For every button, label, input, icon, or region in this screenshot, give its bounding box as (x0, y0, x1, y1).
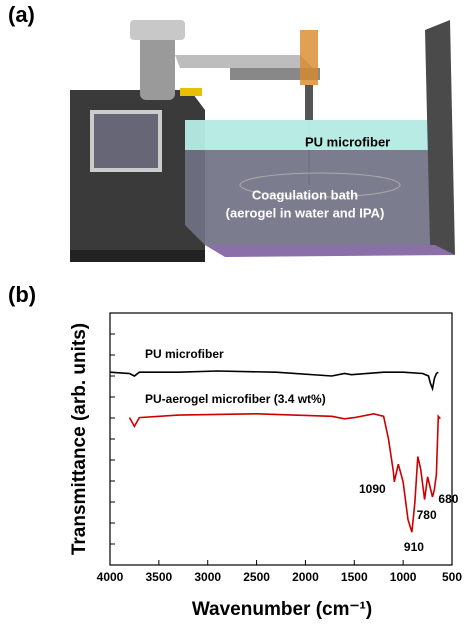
x-tick-label: 3500 (146, 570, 173, 584)
panel-label: (b) (8, 282, 36, 307)
peak-label: 780 (417, 508, 437, 522)
x-axis-label: Wavenumber (cm⁻¹) (192, 599, 372, 620)
series-line (128, 412, 441, 533)
apparatus (70, 20, 455, 262)
x-tick-label: 2500 (243, 570, 270, 584)
x-tick-label: 2000 (292, 570, 319, 584)
liquid-label: PU microfiber (305, 134, 390, 149)
x-tick-label: 500 (442, 570, 462, 584)
x-tick-label: 1000 (390, 570, 417, 584)
series-line (109, 370, 439, 392)
series-label: PU microfiber (145, 347, 224, 361)
y-axis-label: Transmittance (arb. units) (69, 323, 90, 555)
series-label: PU-aerogel microfiber (3.4 wt%) (145, 392, 326, 406)
peak-label: 680 (438, 492, 458, 506)
peak-label: 910 (404, 540, 424, 554)
bath-label: Coagulation bath (252, 187, 358, 202)
x-tick-label: 4000 (97, 570, 124, 584)
peak-label: 1090 (359, 482, 386, 496)
x-tick-label: 3000 (194, 570, 221, 584)
panel-label: (a) (8, 2, 35, 27)
bath-sublabel: (aerogel in water and IPA) (226, 205, 385, 220)
x-tick-label: 1500 (341, 570, 368, 584)
